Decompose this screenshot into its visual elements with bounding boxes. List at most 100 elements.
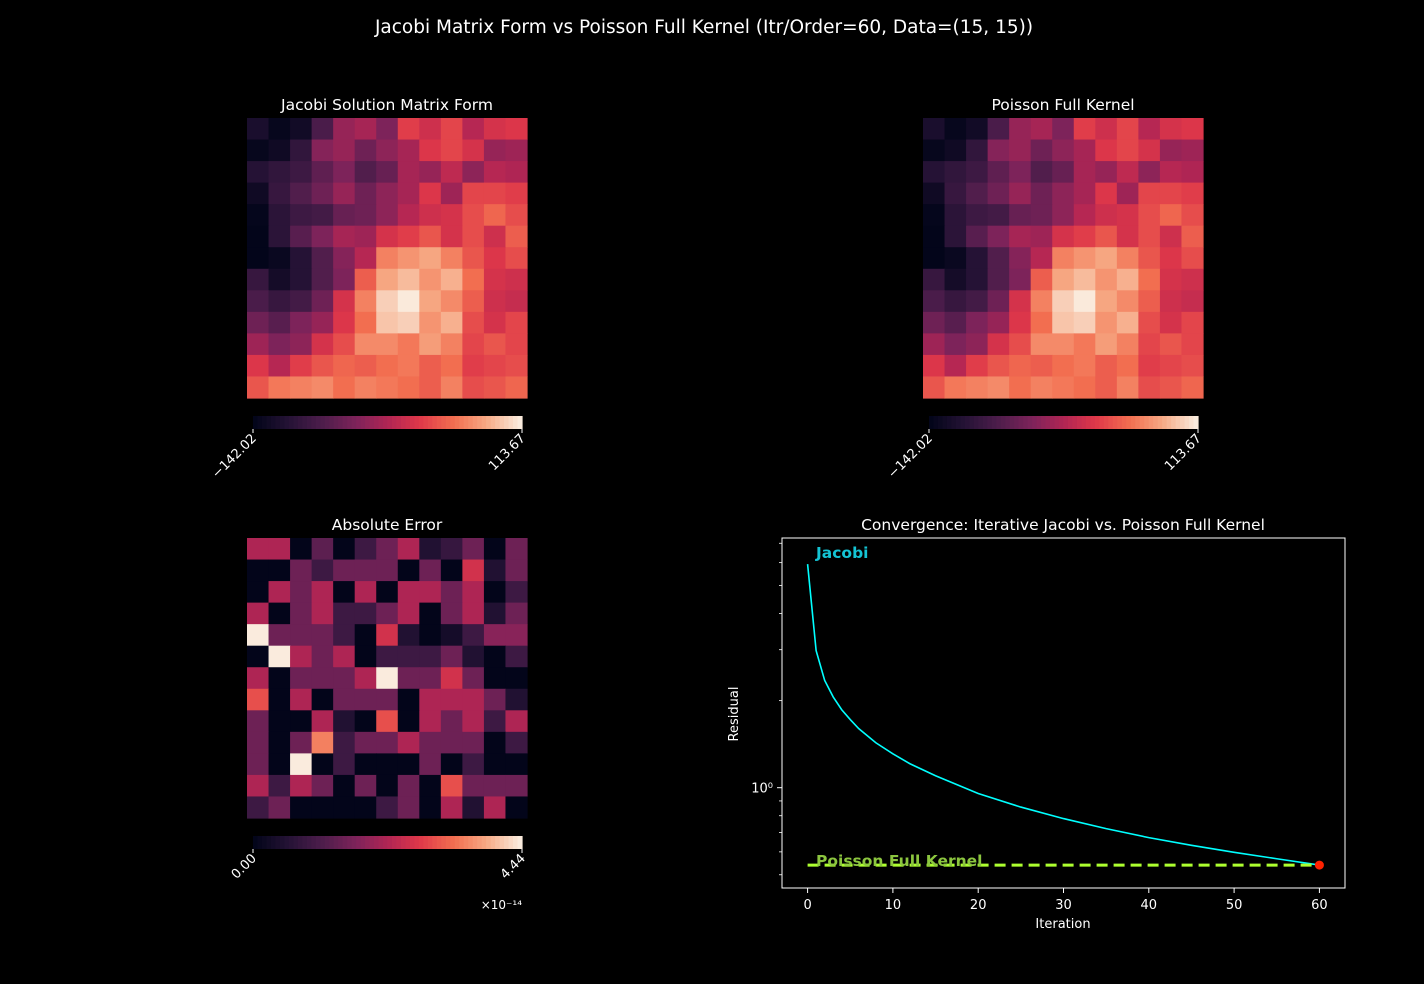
jacobi-cell-r2-c7 (397, 161, 420, 184)
error-heatmap-panel: Absolute Error 0.00 4.44 ×10⁻¹⁴ (229, 516, 529, 912)
poisson-cell-r5-c6 (1052, 225, 1075, 248)
poisson-cell-r1-c10 (1138, 139, 1161, 162)
x-tick-label-50: 50 (1226, 898, 1243, 913)
poisson-cell-r11-c5 (1030, 354, 1053, 378)
error-cell-r5-c12 (505, 645, 528, 668)
error-cell-r6-c3 (311, 667, 334, 690)
poisson-cell-r5-c9 (1116, 225, 1139, 248)
poisson-colorbar-segment (951, 416, 957, 429)
error-colorbar-segment (378, 836, 384, 849)
poisson-cell-r10-c1 (944, 333, 967, 356)
jacobi-cell-r9-c10 (462, 311, 485, 334)
poisson-cell-r12-c11 (1159, 376, 1183, 399)
error-cell-r9-c3 (311, 731, 334, 754)
jacobi-cell-r3-c4 (333, 182, 356, 205)
jacobi-cell-r7-c6 (376, 268, 399, 291)
error-colorbar-segment (490, 836, 496, 849)
error-cell-r4-c2 (290, 624, 313, 647)
error-colorbar-segment (253, 836, 259, 849)
error-colorbar-segment (400, 836, 407, 849)
error-cell-r0-c3 (311, 538, 334, 561)
poisson-colorbar-segment (1041, 416, 1047, 429)
jacobi-cell-r4-c6 (376, 204, 399, 227)
error-cell-r6-c11 (483, 667, 507, 690)
error-cell-r6-c0 (247, 667, 270, 690)
jacobi-cell-r7-c8 (419, 268, 442, 291)
poisson-cell-r11-c4 (1009, 354, 1032, 378)
error-colorbar-segment (409, 836, 415, 849)
jacobi-cell-r7-c5 (354, 268, 377, 291)
error-colorbar-segment (481, 836, 487, 849)
poisson-cell-r11-c9 (1116, 354, 1139, 378)
poisson-cell-r1-c5 (1030, 139, 1053, 162)
error-cell-r9-c5 (354, 731, 377, 754)
poisson-colorbar-segment (1139, 416, 1145, 429)
poisson-cell-r5-c12 (1181, 225, 1204, 248)
poisson-colorbar-segment (1153, 416, 1159, 429)
poisson-cell-r9-c0 (923, 311, 946, 334)
error-cell-r3-c0 (247, 602, 270, 625)
error-cell-r12-c8 (419, 796, 442, 819)
jacobi-cell-r12-c3 (311, 376, 334, 399)
jacobi-colorbar-segment (261, 416, 268, 429)
poisson-cell-r11-c0 (923, 354, 946, 378)
jacobi-cell-r1-c1 (268, 139, 291, 162)
x-tick-label-20: 20 (970, 898, 987, 913)
jacobi-cell-r9-c12 (505, 311, 528, 334)
error-colorbar-segment (338, 836, 344, 849)
poisson-colorbar-segment (933, 416, 939, 429)
poisson-cell-r10-c3 (987, 333, 1010, 356)
jacobi-cell-r5-c10 (462, 225, 485, 248)
error-cell-r3-c3 (311, 602, 334, 625)
error-cell-r5-c5 (354, 645, 377, 668)
jacobi-cell-r9-c1 (268, 311, 291, 334)
poisson-cell-r2-c5 (1030, 161, 1053, 184)
error-cell-r2-c6 (376, 581, 399, 604)
jacobi-colorbar-segment (504, 416, 510, 429)
jacobi-cell-r6-c4 (333, 247, 356, 270)
poisson-cell-r12-c0 (923, 376, 946, 399)
jacobi-cell-r12-c9 (440, 376, 463, 399)
poisson-colorbar-segment (1094, 416, 1100, 429)
error-colorbar-segment (324, 836, 330, 849)
poisson-cell-r6-c8 (1095, 247, 1118, 270)
poisson-cell-r2-c11 (1159, 161, 1183, 184)
jacobi-cell-r3-c5 (354, 182, 377, 205)
jacobi-cell-r4-c12 (505, 204, 528, 227)
jacobi-cell-r9-c0 (247, 311, 270, 334)
poisson-cell-r8-c5 (1030, 290, 1053, 313)
jacobi-colorbar-segment (360, 416, 366, 429)
poisson-cell-r4-c10 (1138, 204, 1161, 227)
error-cell-r7-c0 (247, 688, 270, 711)
error-cell-r4-c6 (376, 624, 399, 647)
poisson-colorbar-segment (1108, 416, 1114, 429)
jacobi-cell-r5-c8 (419, 225, 442, 248)
x-tick-label-60: 60 (1311, 898, 1328, 913)
jacobi-cell-r11-c7 (397, 354, 420, 378)
poisson-colorbar-segment (942, 416, 948, 429)
poisson-cell-r8-c12 (1181, 290, 1204, 313)
jacobi-colorbar-tick-label-max: 113.67 (486, 431, 529, 474)
poisson-cell-r2-c9 (1116, 161, 1139, 184)
poisson-cell-r1-c12 (1181, 139, 1204, 162)
y-axis-label: Residual (727, 687, 742, 742)
poisson-cell-r10-c6 (1052, 333, 1075, 356)
error-cell-r2-c0 (247, 581, 270, 604)
jacobi-colorbar-segment (284, 416, 290, 429)
jacobi-colorbar-segment (311, 416, 317, 429)
jacobi-cell-r4-c7 (397, 204, 420, 227)
error-cell-r6-c9 (440, 667, 463, 690)
error-cell-r0-c10 (462, 538, 485, 561)
poisson-cell-r11-c2 (966, 354, 989, 378)
poisson-cell-r4-c7 (1073, 204, 1096, 227)
jacobi-colorbar-segment (275, 416, 281, 429)
poisson-cell-r5-c5 (1030, 225, 1053, 248)
error-colorbar-segment (302, 836, 308, 849)
error-cell-r6-c8 (419, 667, 442, 690)
jacobi-cell-r2-c0 (247, 161, 270, 184)
error-cell-r1-c0 (247, 559, 270, 582)
poisson-cell-r9-c6 (1052, 311, 1075, 334)
poisson-colorbar-segment (1059, 416, 1065, 429)
error-cell-r12-c0 (247, 796, 270, 819)
